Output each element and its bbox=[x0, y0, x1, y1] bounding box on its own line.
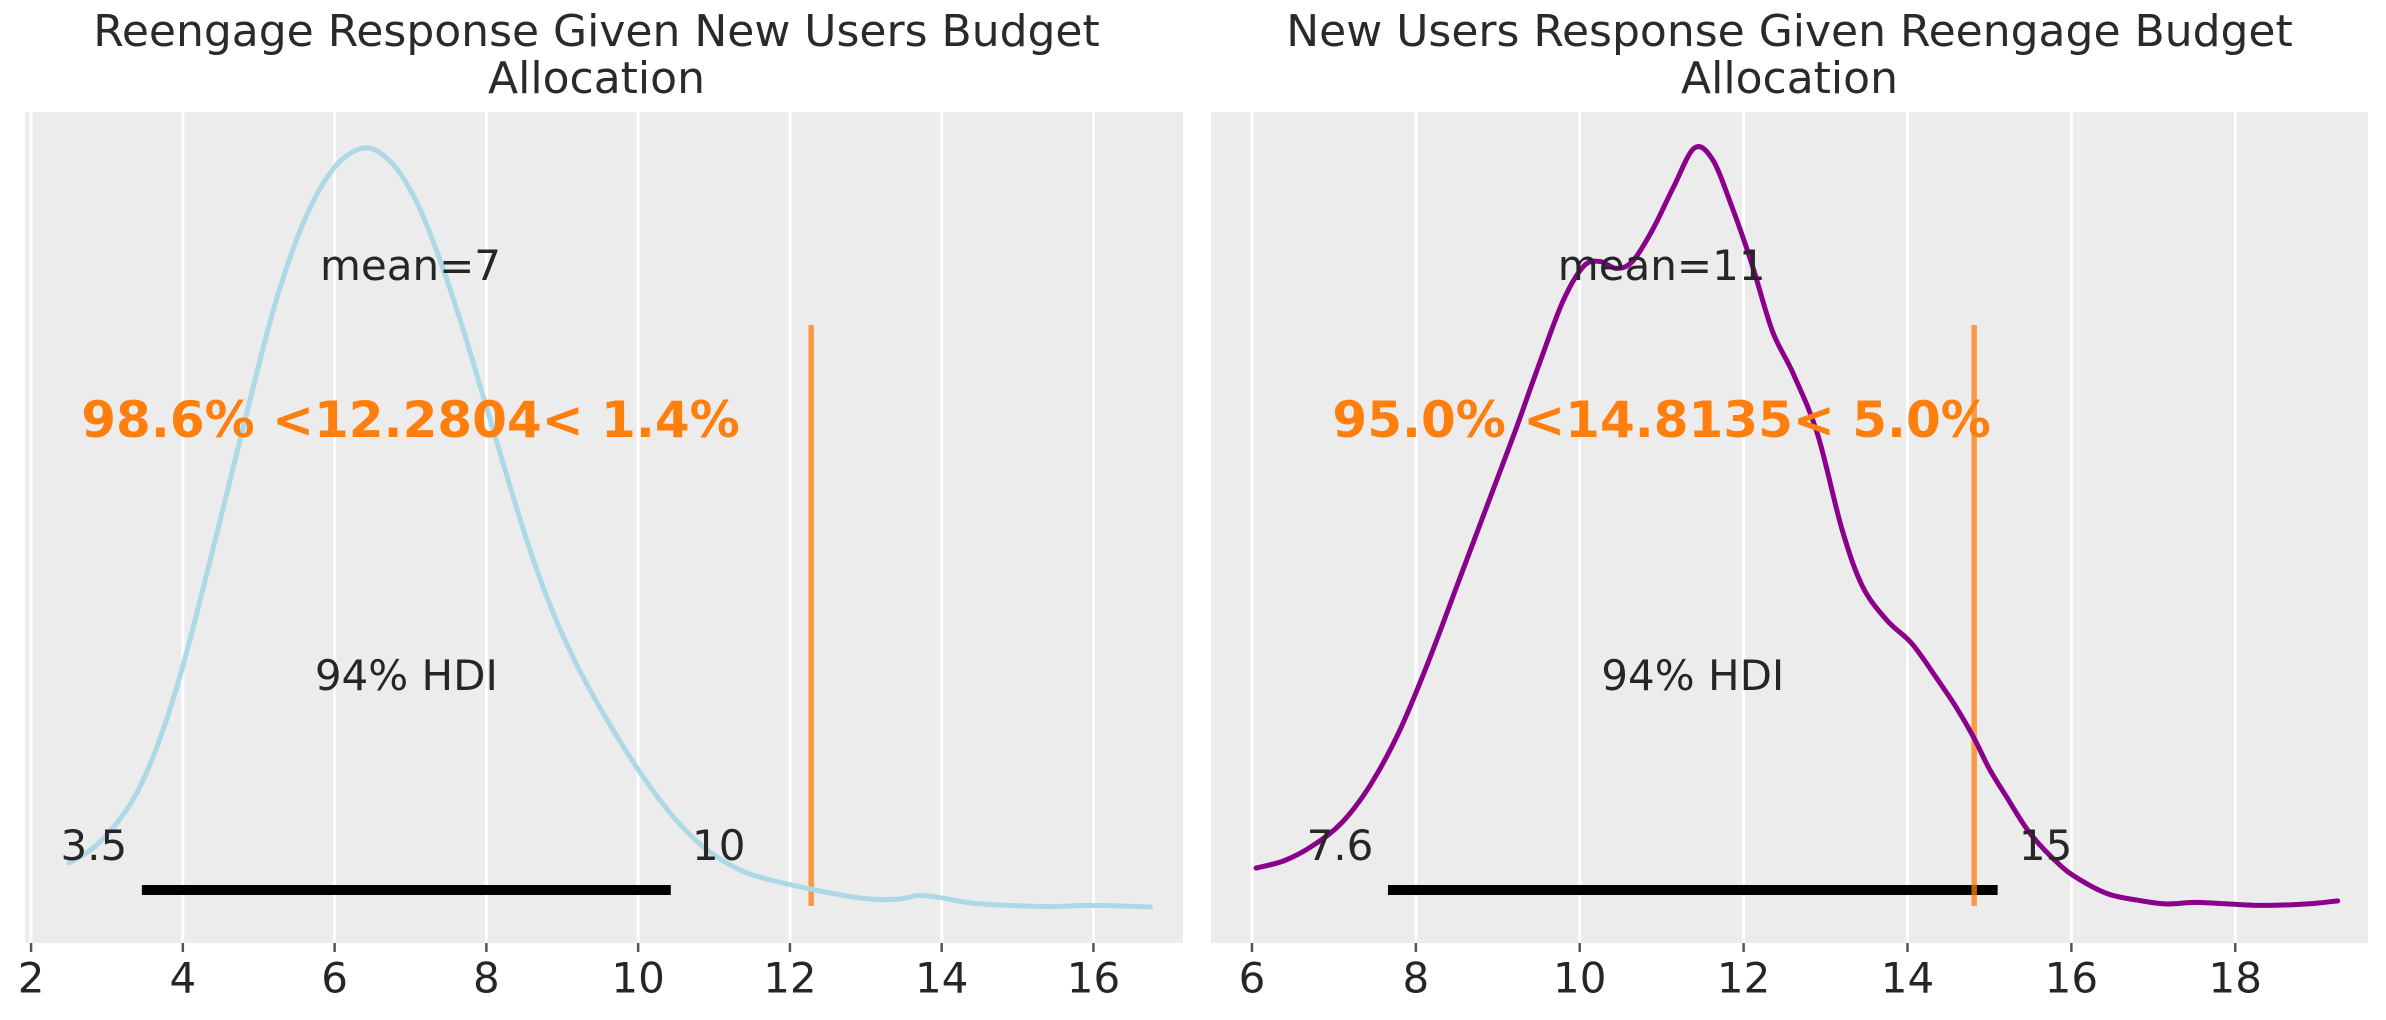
hdi-lower-bound-label: 3.5 bbox=[60, 821, 127, 870]
x-tick-label: 10 bbox=[1553, 954, 1606, 1003]
x-tick-label: 8 bbox=[1402, 954, 1429, 1003]
x-tick-label: 6 bbox=[321, 954, 348, 1003]
ref-val-line bbox=[808, 325, 814, 906]
kde-curve bbox=[66, 145, 1153, 910]
x-tick-label: 14 bbox=[1881, 954, 1934, 1003]
plot-background bbox=[25, 112, 1183, 943]
subplot-new-users-response: 6 8 10 12 14 16 18 mean=11 95.0% <14.8135< 5.0… bbox=[1193, 0, 2386, 1020]
kde-curve bbox=[1253, 144, 2341, 908]
hdi-lower-bound-label: 7.6 bbox=[1307, 821, 1374, 870]
x-tick-label: 2 bbox=[18, 954, 45, 1003]
hdi-bar bbox=[1387, 885, 1998, 895]
x-tick-label: 18 bbox=[2209, 954, 2262, 1003]
x-tick-label: 16 bbox=[1067, 954, 1120, 1003]
hdi-annotation: 94% HDI bbox=[315, 651, 498, 700]
hdi-annotation: 94% HDI bbox=[1601, 651, 1784, 700]
x-tick-label: 10 bbox=[611, 954, 664, 1003]
x-tick-label: 6 bbox=[1239, 954, 1266, 1003]
new-users-response-kde-chart: 6 8 10 12 14 16 18 mean=11 95.0% <14.8135< 5.0… bbox=[1211, 112, 2368, 1003]
hdi-upper-bound-label: 10 bbox=[692, 821, 745, 870]
x-tick-label: 14 bbox=[915, 954, 968, 1003]
ref-val-annotation: 98.6% <12.2804< 1.4% bbox=[81, 391, 739, 449]
x-tick-label: 16 bbox=[2045, 954, 2098, 1003]
ref-val-line bbox=[1971, 325, 1977, 906]
x-tick-label: 8 bbox=[473, 954, 500, 1003]
hdi-bar bbox=[141, 885, 671, 895]
mean-annotation: mean=7 bbox=[320, 241, 501, 290]
mean-annotation: mean=11 bbox=[1558, 241, 1766, 290]
plot-background bbox=[1211, 112, 2368, 943]
x-tick-label: 12 bbox=[763, 954, 816, 1003]
ref-val-annotation: 95.0% <14.8135< 5.0% bbox=[1332, 391, 1990, 449]
subplot-reengage-response: 2 4 6 8 10 12 14 16 mean=7 98.6% <12.2804< 1.4%… bbox=[18, 6, 1183, 1003]
chart-title-left: Reengage Response Given New Users Budget… bbox=[93, 6, 1100, 104]
x-tick-label: 12 bbox=[1717, 954, 1770, 1003]
reengage-response-kde-chart: 2 4 6 8 10 12 14 16 mean=7 98.6% <12.2804< 1.4%… bbox=[18, 112, 1183, 1003]
x-tick-label: 4 bbox=[169, 954, 196, 1003]
chart-title-right: New Users Response Given Reengage Budget… bbox=[1286, 6, 2293, 104]
hdi-upper-bound-label: 15 bbox=[2019, 821, 2072, 870]
